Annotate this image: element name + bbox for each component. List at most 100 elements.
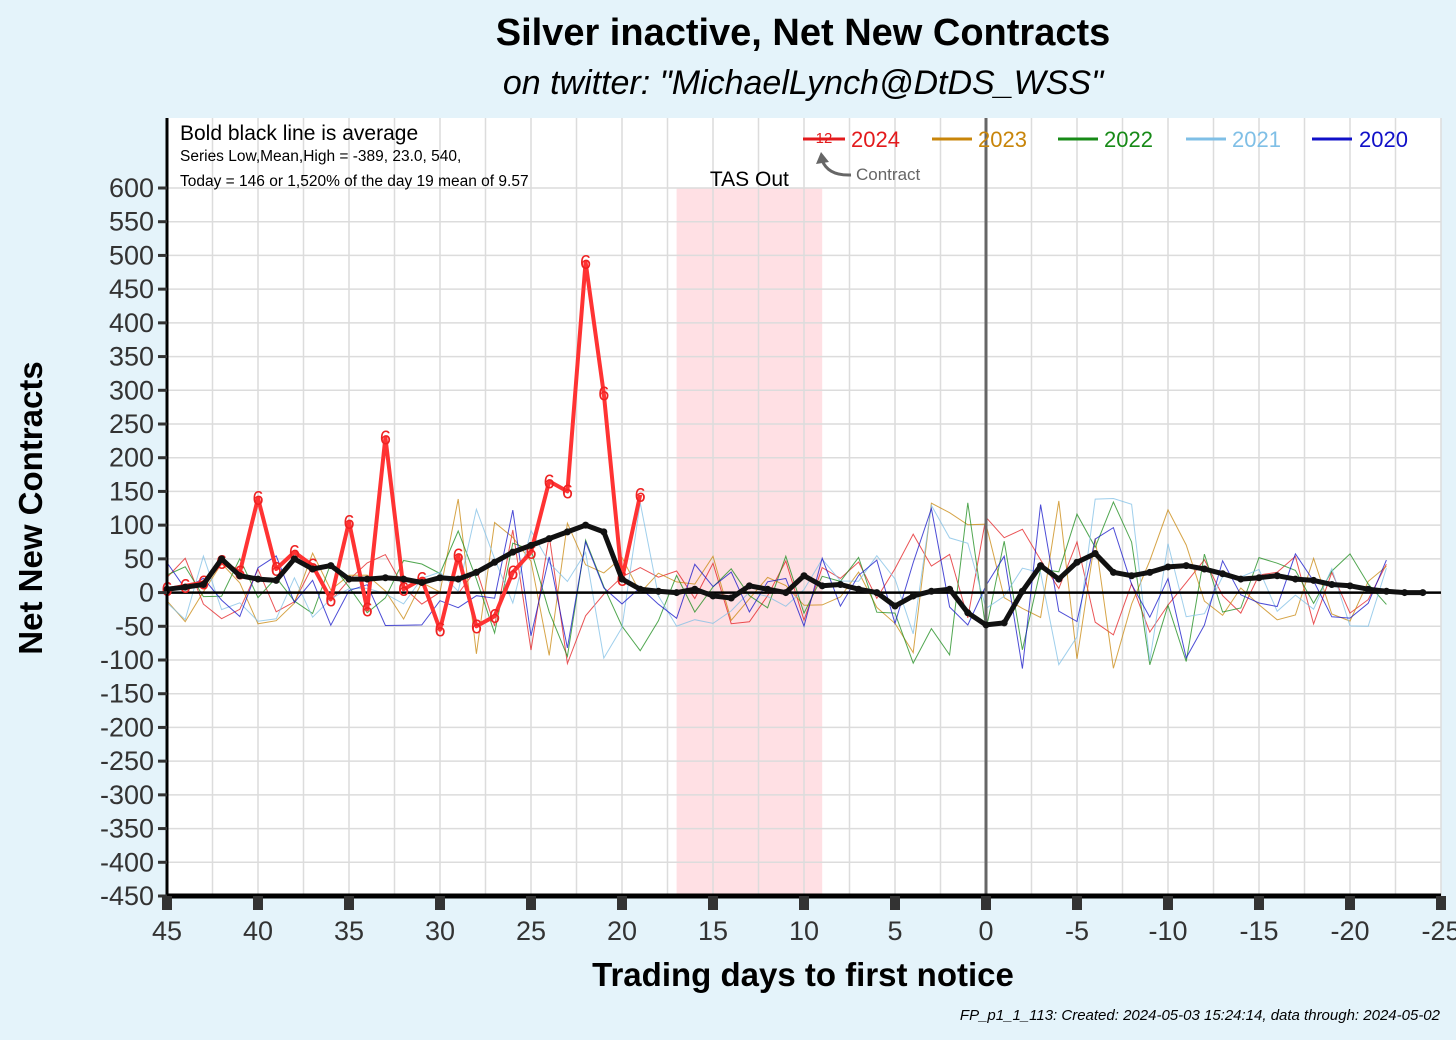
y-tick-label: 200 xyxy=(109,443,154,473)
point-label: 6 xyxy=(398,579,409,601)
point-label: 6 xyxy=(289,542,300,564)
average-point xyxy=(745,582,753,590)
x-tick-mark xyxy=(1254,896,1264,910)
average-point xyxy=(1364,585,1372,593)
average-point xyxy=(363,575,371,583)
y-tick-label: 500 xyxy=(109,240,154,270)
y-tick-label: -50 xyxy=(115,611,154,641)
x-tick-mark xyxy=(617,896,627,910)
average-point xyxy=(1273,572,1281,580)
legend-2022: 2022 xyxy=(1104,127,1153,152)
legend: 12 2024 2023 2022 2021 2020 Contract xyxy=(803,127,1408,184)
average-point xyxy=(1164,563,1172,571)
average-point xyxy=(1310,576,1318,584)
point-label: 6 xyxy=(453,545,464,567)
point-label: 6 xyxy=(580,252,591,274)
x-tick-mark xyxy=(1072,896,1082,910)
x-tick-label: 25 xyxy=(516,916,546,946)
average-point xyxy=(1291,575,1299,583)
legend-2020: 2020 xyxy=(1359,127,1408,152)
point-label: 6 xyxy=(507,562,518,584)
average-point xyxy=(654,587,662,595)
x-tick-label: -20 xyxy=(1330,916,1369,946)
average-point xyxy=(855,585,863,593)
series-line-average xyxy=(166,522,1423,628)
x-tick-label: 45 xyxy=(152,916,182,946)
average-point xyxy=(1382,587,1390,595)
point-label: 6 xyxy=(325,589,336,611)
y-tick-label: 150 xyxy=(109,476,154,506)
average-point xyxy=(964,609,972,617)
series-line-2024 xyxy=(166,260,643,632)
y-tick-label: 100 xyxy=(109,510,154,540)
x-tick-label: 40 xyxy=(243,916,273,946)
average-point xyxy=(218,555,226,563)
point-label: 6 xyxy=(434,620,445,642)
arrow-head-icon xyxy=(816,152,829,164)
y-tick-label: -200 xyxy=(100,712,154,742)
average-point xyxy=(563,528,571,536)
y-tick-label: -350 xyxy=(100,814,154,844)
footer-caption: FP_p1_1_113: Created: 2024-05-03 15:24:1… xyxy=(960,1007,1441,1024)
legend-2023: 2023 xyxy=(978,127,1027,152)
average-point xyxy=(782,589,790,597)
x-tick-mark xyxy=(1163,896,1173,910)
x-tick-mark xyxy=(526,896,536,910)
average-point xyxy=(1073,558,1081,566)
x-tick-mark xyxy=(1436,896,1446,910)
point-label: 6 xyxy=(525,542,536,564)
x-tick-label: 0 xyxy=(978,916,993,946)
note-average: Bold black line is average xyxy=(180,122,418,145)
point-label: 6 xyxy=(271,559,282,581)
note-series-stats: Series Low,Mean,High = -389, 23.0, 540, xyxy=(180,148,461,165)
average-point xyxy=(636,585,644,593)
average-point xyxy=(1237,575,1245,583)
x-tick-mark xyxy=(344,896,354,910)
x-tick-label: 15 xyxy=(698,916,728,946)
average-point xyxy=(982,621,990,629)
x-tick-mark xyxy=(708,896,718,910)
series-group: 666666666666666666666666666 xyxy=(161,252,1427,642)
x-tick-label: 10 xyxy=(789,916,819,946)
y-tick-label: -300 xyxy=(100,780,154,810)
tas-out-label: TAS Out xyxy=(710,168,789,191)
average-point xyxy=(1219,570,1227,578)
average-point xyxy=(199,580,207,588)
x-tick-mark xyxy=(162,896,172,910)
y-tick-label: 450 xyxy=(109,274,154,304)
y-tick-label: 50 xyxy=(124,544,154,574)
average-point xyxy=(381,574,389,582)
y-tick-label: 400 xyxy=(109,308,154,338)
average-point xyxy=(1419,589,1427,597)
average-point xyxy=(1182,562,1190,570)
y-tick-label: 300 xyxy=(109,375,154,405)
point-label: 6 xyxy=(471,616,482,638)
x-axis: 45 40 35 30 25 20 15 10 5 0 -5 -10 -15 -20 -25 xyxy=(152,896,1456,946)
tas-out-band xyxy=(676,188,823,896)
average-point xyxy=(873,589,881,597)
average-point xyxy=(309,565,317,573)
average-point xyxy=(418,578,426,586)
average-point xyxy=(290,555,298,563)
y-tick-label: 250 xyxy=(109,409,154,439)
chart-subtitle: on twitter: "MichaelLynch@DtDS_WSS" xyxy=(503,64,1105,102)
average-point xyxy=(1255,574,1263,582)
background-series-line xyxy=(166,516,1387,666)
point-label: 6 xyxy=(216,552,227,574)
x-tick-label: 30 xyxy=(425,916,455,946)
average-point xyxy=(472,568,480,576)
average-point xyxy=(400,575,408,583)
average-point xyxy=(236,572,244,580)
average-point xyxy=(891,602,899,610)
y-tick-label: -150 xyxy=(100,679,154,709)
average-point xyxy=(527,541,535,549)
average-point xyxy=(618,575,626,583)
average-point xyxy=(909,592,917,600)
average-point xyxy=(800,572,808,580)
x-tick-mark xyxy=(799,896,809,910)
average-point xyxy=(1109,568,1117,576)
point-label: 6 xyxy=(362,599,373,621)
point-label: 6 xyxy=(544,471,555,493)
average-point xyxy=(600,528,608,536)
y-tick-label: 550 xyxy=(109,207,154,237)
